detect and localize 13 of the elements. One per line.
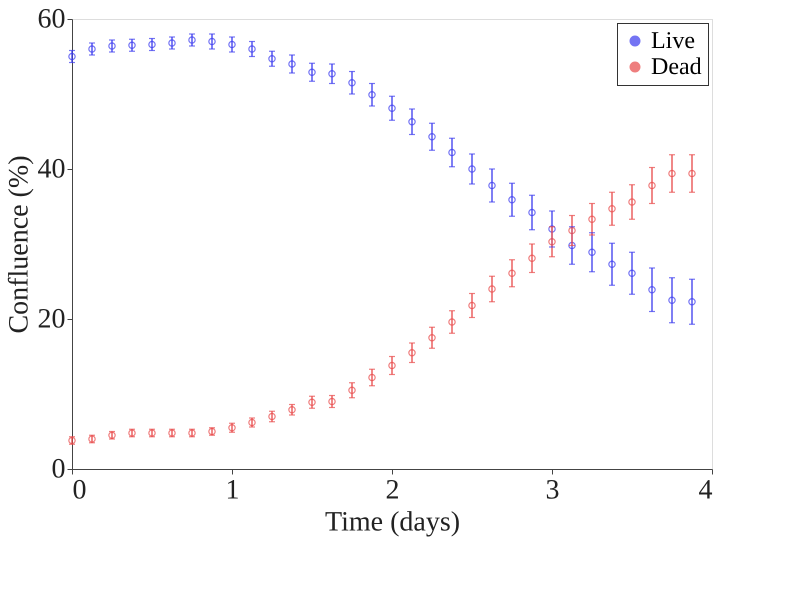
- legend-label: Live: [651, 28, 695, 54]
- x-tick-label: 4: [698, 474, 712, 506]
- y-tick-label: 40: [38, 154, 66, 184]
- y-axis-title: Confluence (%): [4, 155, 34, 334]
- x-axis-title: Time (days): [324, 506, 460, 538]
- x-tick-label: 0: [72, 474, 86, 506]
- legend-label: Dead: [651, 54, 702, 80]
- y-tick-label: 60: [38, 4, 66, 34]
- y-tick-label: 20: [38, 304, 66, 334]
- x-tick-label: 2: [386, 474, 400, 506]
- x-tick-label: 3: [546, 474, 560, 506]
- x-tick-label: 1: [226, 474, 240, 506]
- y-tick-label: 0: [52, 454, 66, 484]
